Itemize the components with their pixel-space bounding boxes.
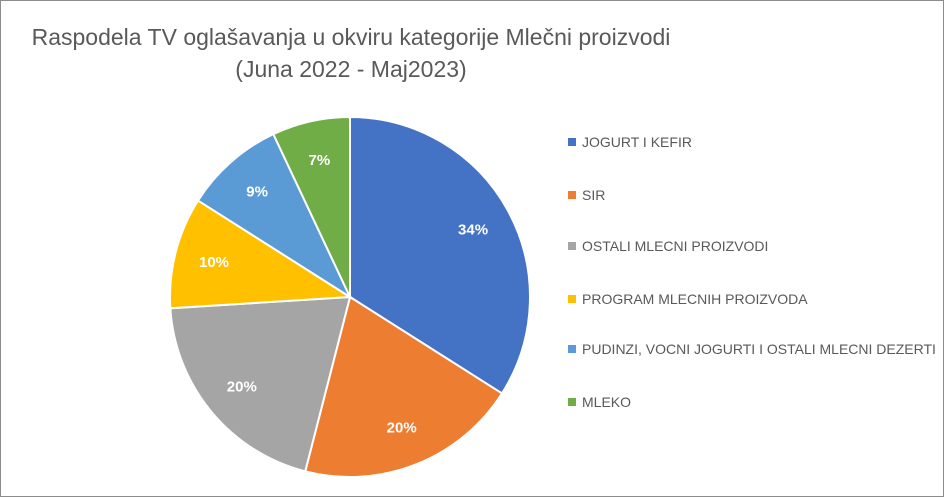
legend-swatch xyxy=(568,242,576,250)
data-label: 7% xyxy=(309,152,331,169)
legend-item: MLEKO xyxy=(566,391,631,413)
legend-label: OSTALI MLECNI PROIZVODI xyxy=(582,238,769,254)
data-label: 20% xyxy=(387,420,417,437)
legend-label: PUDINZI, VOCNI JOGURTI I OSTALI MLECNI D… xyxy=(582,341,936,357)
pie-slice xyxy=(169,295,352,473)
data-label: 10% xyxy=(199,254,229,271)
legend-label: JOGURT I KEFIR xyxy=(582,134,692,150)
legend-label: SIR xyxy=(582,187,606,203)
legend-item: JOGURT I KEFIR xyxy=(566,131,692,153)
legend-swatch xyxy=(568,345,576,353)
legend-swatch xyxy=(568,191,576,199)
pie-slice xyxy=(272,115,351,298)
legend-label: MLEKO xyxy=(582,394,632,410)
pie-slice xyxy=(304,295,504,478)
legend-swatch xyxy=(568,295,576,303)
legend-item: SIR xyxy=(566,184,605,206)
data-label: 9% xyxy=(246,184,268,201)
data-label: 34% xyxy=(458,221,488,238)
legend-label: PROGRAM MLECNIH PROIZVODA xyxy=(582,291,808,307)
legend-item: OSTALI MLECNI PROIZVODI xyxy=(566,235,768,257)
pie-slice xyxy=(349,115,531,395)
title-line: Raspodela TV oglašavanja u okviru katego… xyxy=(31,24,671,50)
legend-swatch xyxy=(568,138,576,146)
legend-item: PROGRAM MLECNIH PROIZVODA xyxy=(566,288,808,310)
legend-swatch xyxy=(568,398,576,406)
data-label: 20% xyxy=(227,378,257,395)
pie-slice xyxy=(169,199,354,310)
chart-title: Raspodela TV oglašavanja u okviru katego… xyxy=(1,21,701,85)
pie-slice xyxy=(196,132,353,300)
legend-item: PUDINZI, VOCNI JOGURTI I OSTALI MLECNI D… xyxy=(566,338,936,360)
subtitle-line: (Juna 2022 - Maj2023) xyxy=(235,56,467,82)
